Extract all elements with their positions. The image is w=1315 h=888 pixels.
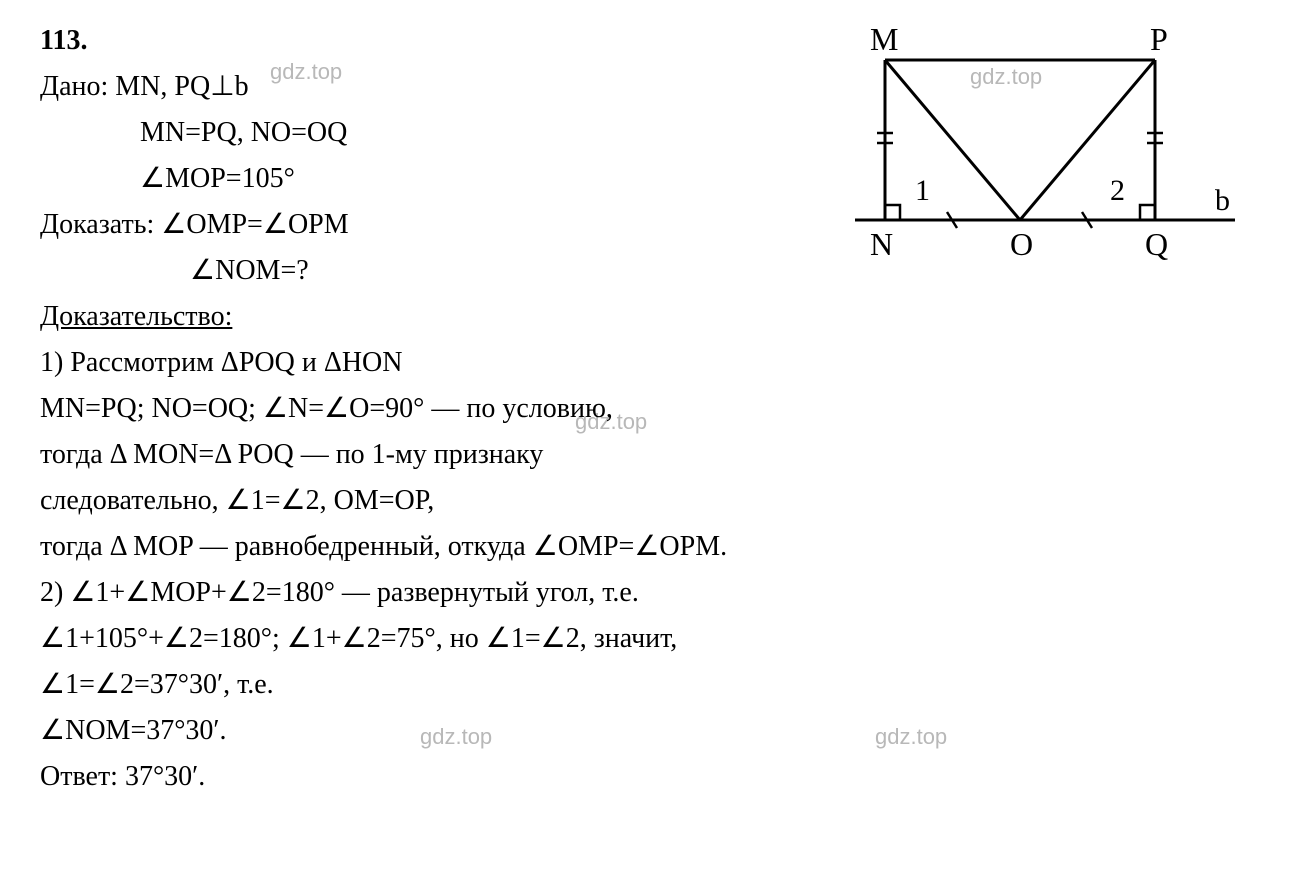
prove-line-1: ∠NOM=? xyxy=(40,250,1275,292)
proof-line-5: 2) ∠1+∠MOP+∠2=180° — развернутый угол, т… xyxy=(40,572,1275,614)
proof-line-4: тогда Δ MOP — равнобедренный, откуда ∠OM… xyxy=(40,526,1275,568)
problem-number: 113. xyxy=(40,20,1275,62)
proof-line-3: следовательно, ∠1=∠2, OM=OP, xyxy=(40,480,1275,522)
proof-text-8: ∠NOM=37°30′. xyxy=(40,715,227,746)
answer-label: Ответ: xyxy=(40,761,118,792)
proof-line-8: ∠NOM=37°30′. xyxy=(40,710,1275,752)
text-content: 113. Дано: MN, PQ⊥b MN=PQ, NO=OQ ∠MOP=10… xyxy=(40,20,1275,798)
proof-text-7: ∠1=∠2=37°30′, т.е. xyxy=(40,669,274,700)
given-text-2: ∠MOP=105° xyxy=(140,163,295,194)
proof-text-0: 1) Рассмотрим ΔPOQ и ΔHON xyxy=(40,347,402,378)
proof-text-4: тогда Δ MOP — равнобедренный, откуда ∠OM… xyxy=(40,531,727,562)
proof-text-3: следовательно, ∠1=∠2, OM=OP, xyxy=(40,485,434,516)
proof-line-0: 1) Рассмотрим ΔPOQ и ΔHON xyxy=(40,342,1275,384)
given-line-0: Дано: MN, PQ⊥b xyxy=(40,66,1275,108)
proof-text-2: тогда Δ MON=Δ POQ — по 1-му признаку xyxy=(40,439,543,470)
proof-text-5: 2) ∠1+∠MOP+∠2=180° — развернутый угол, т… xyxy=(40,577,639,608)
problem-number-text: 113. xyxy=(40,25,87,56)
answer-value: 37°30′. xyxy=(125,761,205,792)
given-label: Дано: xyxy=(40,71,108,102)
prove-line-0: Доказать: ∠OMP=∠OPM xyxy=(40,204,1275,246)
proof-line-2: тогда Δ MON=Δ POQ — по 1-му признаку xyxy=(40,434,1275,476)
prove-text-0: ∠OMP=∠OPM xyxy=(161,209,348,240)
given-line-1: MN=PQ, NO=OQ xyxy=(40,112,1275,154)
given-line-2: ∠MOP=105° xyxy=(40,158,1275,200)
given-text-0: MN, PQ⊥b xyxy=(115,71,248,102)
given-text-1: MN=PQ, NO=OQ xyxy=(140,117,347,148)
proof-line-7: ∠1=∠2=37°30′, т.е. xyxy=(40,664,1275,706)
proof-label: Доказательство: xyxy=(40,301,232,332)
answer-line: Ответ: 37°30′. xyxy=(40,756,1275,798)
proof-line-6: ∠1+105°+∠2=180°; ∠1+∠2=75°, но ∠1=∠2, зн… xyxy=(40,618,1275,660)
proof-text-1: MN=PQ; NO=OQ; ∠N=∠O=90° — по условию, xyxy=(40,393,613,424)
proof-line-1: MN=PQ; NO=OQ; ∠N=∠O=90° — по условию, xyxy=(40,388,1275,430)
prove-text-1: ∠NOM=? xyxy=(190,255,309,286)
prove-label: Доказать: xyxy=(40,209,154,240)
proof-label-line: Доказательство: xyxy=(40,296,1275,338)
proof-text-6: ∠1+105°+∠2=180°; ∠1+∠2=75°, но ∠1=∠2, зн… xyxy=(40,623,677,654)
